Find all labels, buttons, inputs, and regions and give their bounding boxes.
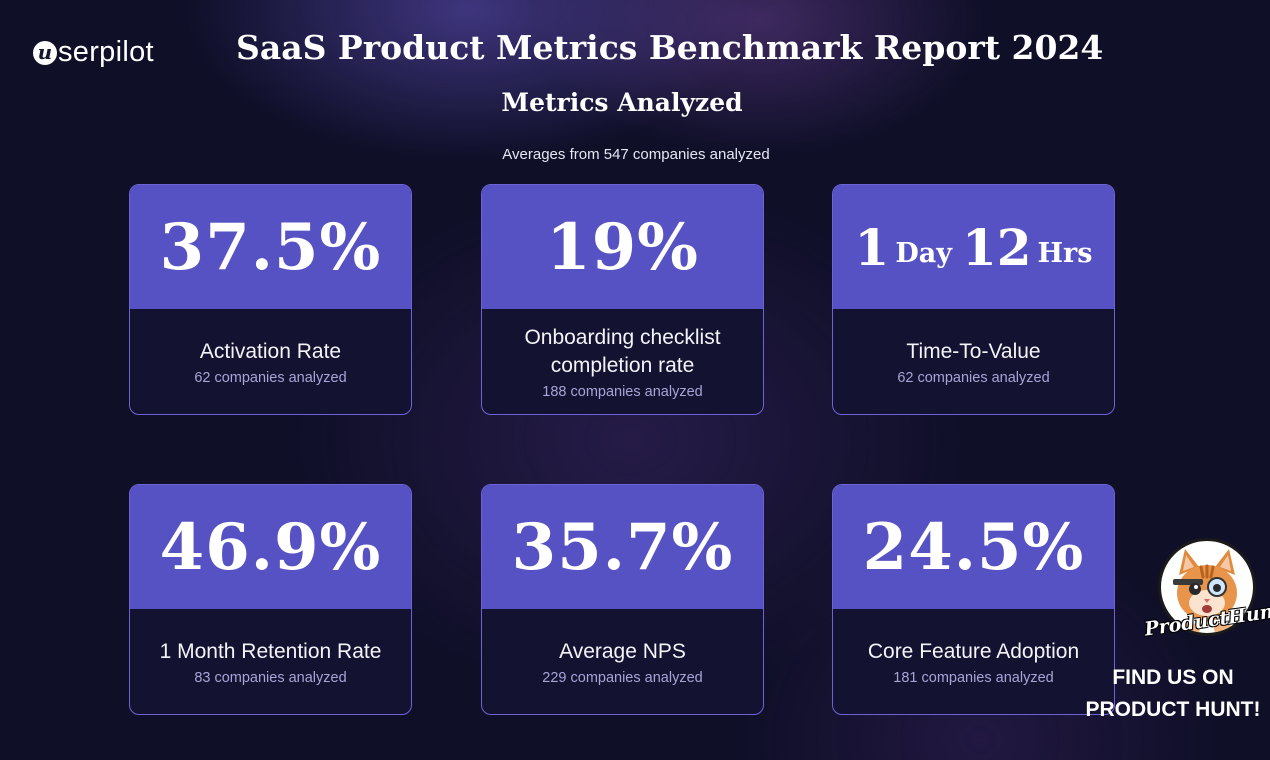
report-title: SaaS Product Metrics Benchmark Report 20… (236, 28, 1104, 67)
metric-value-hours: 12 (961, 217, 1032, 277)
metric-value: 24.5% (862, 509, 1085, 585)
metric-card-activation-rate: 37.5% Activation Rate 62 companies analy… (129, 184, 412, 415)
metric-card-core-feature-adoption: 24.5% Core Feature Adoption 181 companie… (832, 484, 1115, 715)
userpilot-logo-mark: u (33, 40, 57, 65)
metric-value-panel: 24.5% (833, 485, 1114, 609)
metric-info-panel: Onboarding checklist completion rate 188… (482, 309, 763, 414)
metric-unit-hours: Hrs (1037, 237, 1093, 269)
metric-label: Onboarding checklist completion rate (524, 325, 721, 377)
metric-value: 46.9% (159, 509, 382, 585)
metric-value-panel: 37.5% (130, 185, 411, 309)
metric-sample-size: 229 companies analyzed (542, 669, 703, 686)
metric-value-panel: 46.9% (130, 485, 411, 609)
metric-card-time-to-value: 1 Day 12 Hrs Time-To-Value 62 companies … (832, 184, 1115, 415)
metric-sample-size: 188 companies analyzed (542, 383, 703, 400)
metric-info-panel: Activation Rate 62 companies analyzed (130, 309, 411, 414)
metric-info-panel: 1 Month Retention Rate 83 companies anal… (130, 609, 411, 714)
metric-label: Activation Rate (199, 339, 342, 363)
metric-info-panel: Core Feature Adoption 181 companies anal… (833, 609, 1114, 714)
section-subtitle: Metrics Analyzed (501, 88, 743, 117)
cat-mascot-icon (1158, 538, 1256, 636)
metric-card-onboarding-checklist: 19% Onboarding checklist completion rate… (481, 184, 764, 415)
userpilot-logo: u serpilot (33, 36, 154, 69)
metric-info-panel: Average NPS 229 companies analyzed (482, 609, 763, 714)
metric-info-panel: Time-To-Value 62 companies analyzed (833, 309, 1114, 414)
metric-card-average-nps: 35.7% Average NPS 229 companies analyzed (481, 484, 764, 715)
metric-value-days: 1 (854, 217, 890, 277)
metric-sample-size: 83 companies analyzed (194, 669, 347, 686)
product-hunt-badge[interactable]: ProductHunt FIND US ON PRODUCT HUNT! (1078, 538, 1270, 728)
metric-sample-size: 181 companies analyzed (893, 669, 1054, 686)
metric-value: 37.5% (159, 209, 382, 285)
product-hunt-cta-line1: FIND US ON (1112, 666, 1234, 689)
metric-label: 1 Month Retention Rate (159, 639, 382, 663)
metric-sample-size: 62 companies analyzed (194, 369, 347, 386)
product-hunt-cta-line2: PRODUCT HUNT! (1085, 698, 1261, 721)
metric-label: Time-To-Value (906, 339, 1041, 363)
metric-card-retention-rate: 46.9% 1 Month Retention Rate 83 companie… (129, 484, 412, 715)
metric-value-panel: 19% (482, 185, 763, 309)
userpilot-logo-text: serpilot (58, 36, 154, 68)
metric-value: 19% (546, 209, 699, 285)
product-hunt-cta[interactable]: FIND US ON PRODUCT HUNT! (1078, 662, 1268, 726)
sample-caption: Averages from 547 companies analyzed (502, 146, 770, 163)
metric-label: Average NPS (559, 639, 686, 663)
metric-unit-days: Day (895, 237, 952, 269)
metric-label: Core Feature Adoption (867, 639, 1080, 663)
metric-sample-size: 62 companies analyzed (897, 369, 1050, 386)
metric-value: 35.7% (511, 509, 734, 585)
metric-value-panel: 1 Day 12 Hrs (833, 185, 1114, 309)
metric-value-panel: 35.7% (482, 485, 763, 609)
